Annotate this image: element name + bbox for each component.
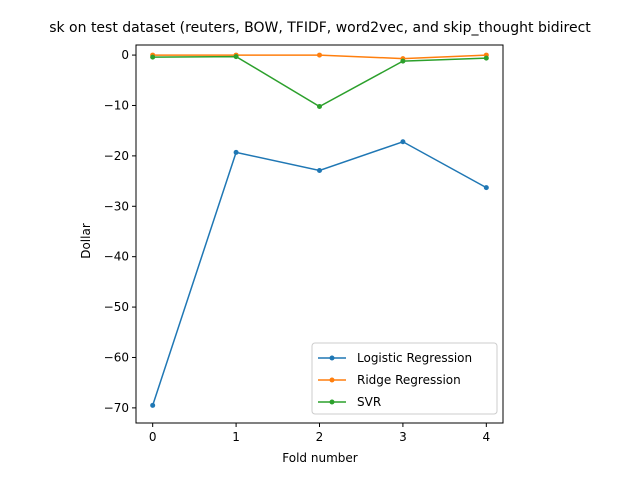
- x-tick-label: 0: [149, 430, 157, 444]
- data-point: [483, 185, 489, 191]
- legend-label: SVR: [357, 395, 381, 409]
- y-axis-label: Dollar: [79, 223, 93, 259]
- y-axis: 0 −10 −20 −30 −40 −50 −60 −70: [104, 48, 136, 415]
- data-point: [400, 58, 406, 64]
- legend-entries: Logistic Regression Ridge Regression SVR: [318, 351, 472, 409]
- y-tick-label: −60: [104, 350, 129, 364]
- data-point: [233, 54, 239, 60]
- y-tick-label: −20: [104, 149, 129, 163]
- x-axis-label: Fold number: [282, 451, 357, 465]
- legend-box: [311, 342, 498, 415]
- legend-swatch-marker: [329, 377, 335, 383]
- data-point: [483, 55, 489, 61]
- chart-title: sk on test dataset (reuters, BOW, TFIDF,…: [49, 20, 591, 36]
- legend-label: Logistic Regression: [357, 351, 472, 365]
- x-tick-label: 3: [399, 430, 407, 444]
- plot-area: 0 1 2 3 4 0 −10 −20 −30 −40 −50 −60 −70: [104, 44, 504, 444]
- y-tick-label: −70: [104, 401, 129, 415]
- y-tick-label: −10: [104, 98, 129, 112]
- y-tick-label: 0: [121, 48, 129, 62]
- legend-swatch-marker: [329, 355, 335, 361]
- x-axis: 0 1 2 3 4: [149, 423, 490, 444]
- legend: Logistic Regression Ridge Regression SVR: [311, 342, 498, 415]
- series-logistic-regression: [150, 139, 489, 408]
- y-tick-label: −40: [104, 250, 129, 264]
- x-tick-label: 2: [316, 430, 324, 444]
- data-point: [317, 167, 322, 173]
- data-point: [150, 54, 156, 60]
- data-point: [233, 149, 239, 155]
- data-point: [400, 139, 406, 145]
- x-tick-label: 1: [232, 430, 240, 444]
- y-tick-label: −50: [104, 300, 129, 314]
- series-svr: [150, 54, 489, 109]
- data-point: [317, 103, 322, 109]
- data-point: [150, 402, 156, 408]
- data-point: [317, 52, 322, 58]
- series-group: [150, 52, 489, 408]
- y-tick-label: −30: [104, 199, 129, 213]
- legend-label: Ridge Regression: [357, 373, 461, 387]
- legend-swatch-marker: [329, 399, 335, 405]
- x-tick-label: 4: [482, 430, 490, 444]
